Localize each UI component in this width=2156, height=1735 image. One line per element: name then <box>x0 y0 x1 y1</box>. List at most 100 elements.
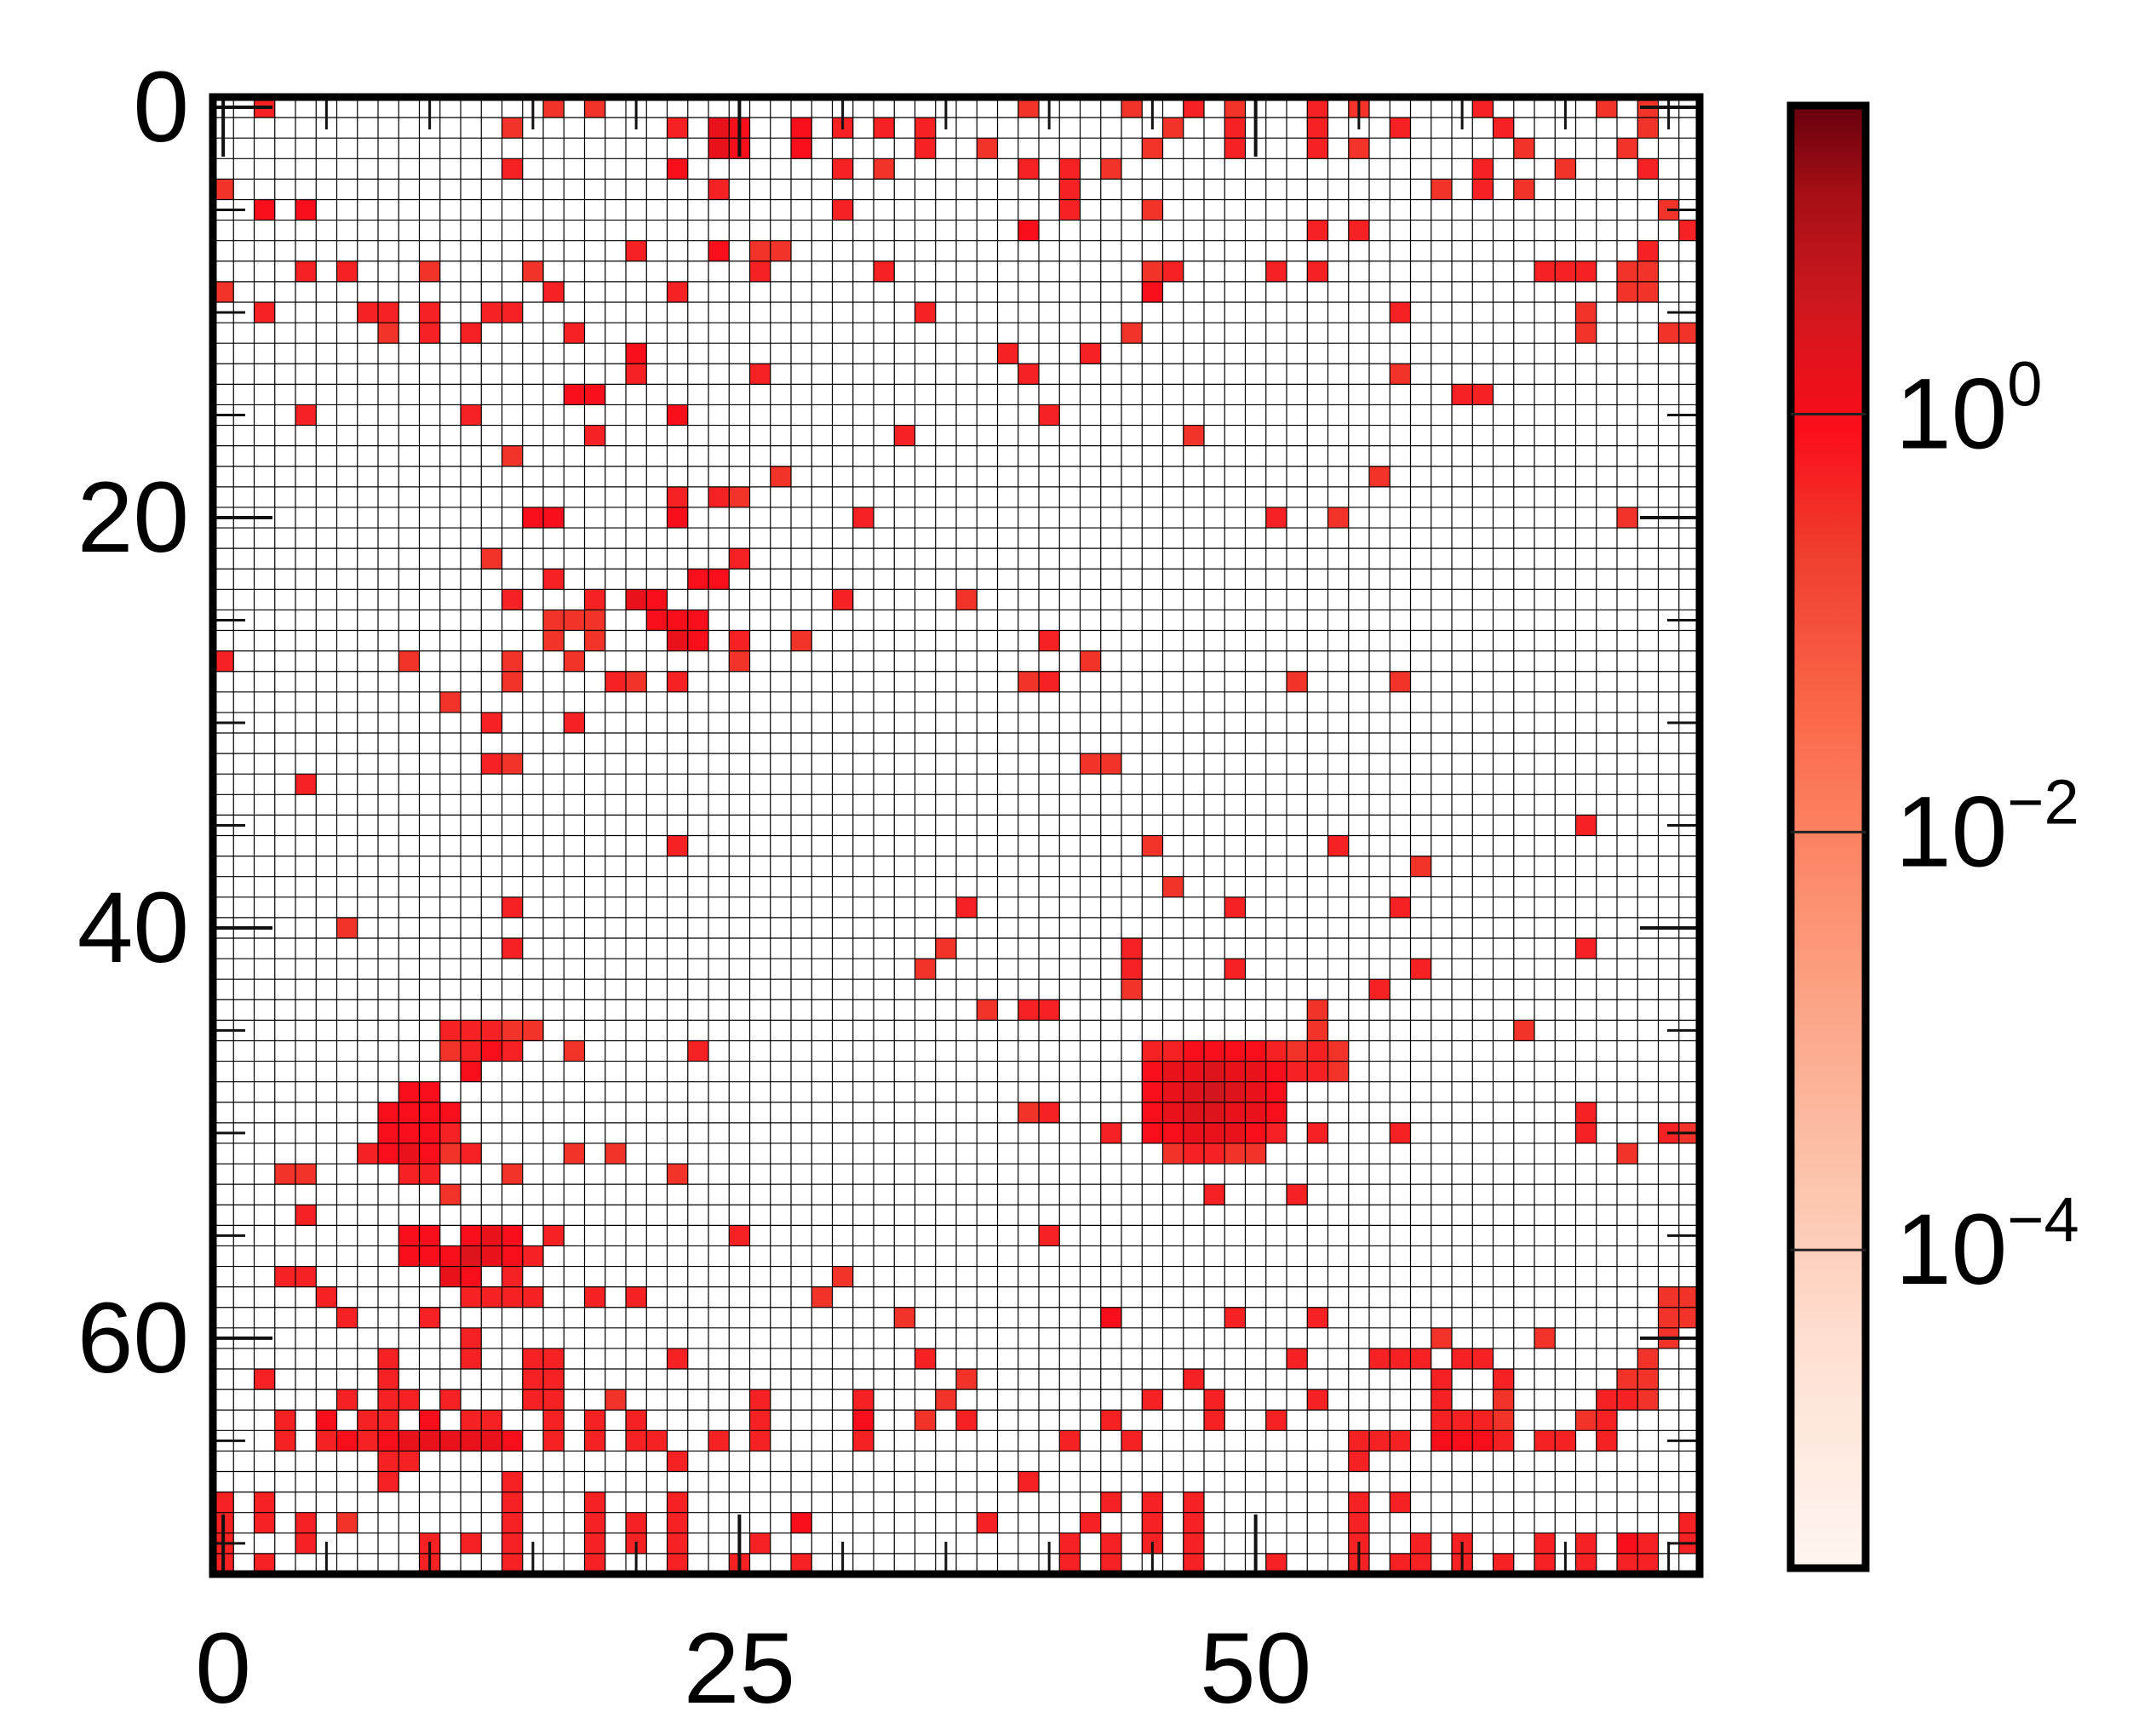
heatmap-cell <box>316 1286 337 1308</box>
heatmap-cell <box>399 1245 420 1267</box>
heatmap-grid <box>213 97 1700 1574</box>
heatmap-cell <box>254 1492 275 1513</box>
heatmap-cell <box>378 1142 399 1165</box>
heatmap-cell <box>667 610 688 631</box>
heatmap-cell <box>1452 1430 1473 1452</box>
plot-area <box>209 93 1704 1578</box>
heatmap-cell <box>357 1142 378 1165</box>
heatmap-cell <box>522 1389 543 1411</box>
heatmap-cell <box>915 1348 936 1370</box>
heatmap-cell <box>399 1225 420 1246</box>
heatmap-cell <box>1245 1061 1266 1082</box>
heatmap-cell <box>667 1164 688 1185</box>
heatmap-cell <box>1142 1389 1163 1411</box>
heatmap-cell <box>419 1225 440 1246</box>
heatmap-cell <box>336 1389 358 1411</box>
heatmap-cell <box>1142 138 1163 159</box>
heatmap-cell <box>254 1512 275 1533</box>
heatmap-cell <box>1224 138 1246 159</box>
heatmap-cell <box>749 240 771 261</box>
heatmap-cell <box>1472 158 1494 180</box>
heatmap-cell <box>1204 1410 1225 1431</box>
heatmap-cell <box>419 1410 440 1431</box>
heatmap-cell <box>1059 158 1081 180</box>
heatmap-cell <box>399 1081 420 1102</box>
heatmap-cell <box>1555 261 1576 282</box>
heatmap-cell <box>357 301 378 324</box>
heatmap-cell <box>481 1020 502 1041</box>
heatmap-cell <box>1265 261 1287 282</box>
heatmap-cell <box>1307 1307 1328 1328</box>
heatmap-cell <box>378 1102 399 1123</box>
heatmap-cell <box>708 138 730 159</box>
heatmap-cell <box>378 301 399 324</box>
heatmap-cell <box>1039 1102 1060 1123</box>
y-tick-label: 40 <box>77 872 189 984</box>
x-tick-label: 50 <box>1200 1612 1311 1725</box>
heatmap-cell <box>1080 1512 1101 1533</box>
heatmap-cell <box>564 384 585 405</box>
heatmap-cell <box>1224 1307 1246 1328</box>
heatmap-cell <box>667 117 688 139</box>
heatmap-cell <box>1390 671 1411 692</box>
heatmap-cell <box>543 630 565 651</box>
heatmap-cell <box>687 1040 708 1062</box>
heatmap-cell <box>461 1430 482 1452</box>
heatmap-cell <box>894 425 915 446</box>
heatmap-cell <box>708 240 730 261</box>
heatmap-cell <box>584 1512 605 1533</box>
heatmap-cell <box>439 1102 461 1123</box>
heatmap-cell <box>1183 1492 1204 1513</box>
heatmap-cell <box>1410 1348 1431 1370</box>
heatmap-cell <box>1121 979 1143 1000</box>
heatmap-cell <box>1287 1348 1308 1370</box>
heatmap-cell <box>378 1122 399 1143</box>
heatmap-cell <box>1121 1430 1143 1452</box>
heatmap-cell <box>1245 1040 1266 1062</box>
heatmap-cell <box>667 507 688 529</box>
heatmap-cell <box>687 569 708 590</box>
heatmap-cell <box>295 404 317 426</box>
heatmap-cell <box>1493 1410 1514 1431</box>
heatmap-cell <box>378 1451 399 1472</box>
heatmap-cell <box>1390 896 1411 918</box>
heatmap-cell <box>1018 158 1039 180</box>
heatmap-cell <box>1410 856 1431 877</box>
heatmap-cell <box>399 1164 420 1185</box>
heatmap-cell <box>687 610 708 631</box>
heatmap-cell <box>749 1389 771 1411</box>
heatmap-cell <box>1617 1142 1638 1165</box>
heatmap-cell <box>481 1245 502 1267</box>
heatmap-cell <box>543 1389 565 1411</box>
heatmap-cell <box>1575 261 1597 282</box>
heatmap-cell <box>1265 1102 1287 1123</box>
heatmap-cell <box>915 959 936 980</box>
heatmap-cell <box>461 1020 482 1041</box>
heatmap-cell <box>1059 1430 1081 1452</box>
axis-ticks <box>213 97 1700 1574</box>
heatmap-cell <box>667 1492 688 1513</box>
heatmap-cell <box>274 1410 295 1431</box>
heatmap-cell <box>1121 959 1143 980</box>
heatmap-cell <box>729 630 750 651</box>
heatmap-cell <box>336 917 358 938</box>
heatmap-cell <box>1575 815 1597 836</box>
heatmap-cell <box>336 1307 358 1328</box>
heatmap-cell <box>543 1410 565 1431</box>
heatmap-cell <box>1224 896 1246 918</box>
heatmap-cell <box>1100 158 1121 180</box>
heatmap-cell <box>1265 1040 1287 1062</box>
heatmap-cell <box>1534 261 1556 282</box>
heatmap-cell <box>1452 1410 1473 1431</box>
heatmap-cell <box>852 1410 874 1431</box>
heatmap-cell <box>935 1389 956 1411</box>
heatmap-cell <box>502 1020 523 1041</box>
heatmap-cell <box>502 1225 523 1246</box>
heatmap-cell <box>749 1430 771 1452</box>
heatmap-cell <box>461 1225 482 1246</box>
heatmap-cell <box>1287 1040 1308 1062</box>
heatmap-cell <box>1575 937 1597 959</box>
heatmap-cell <box>316 1410 337 1431</box>
heatmap-cell <box>502 1286 523 1308</box>
